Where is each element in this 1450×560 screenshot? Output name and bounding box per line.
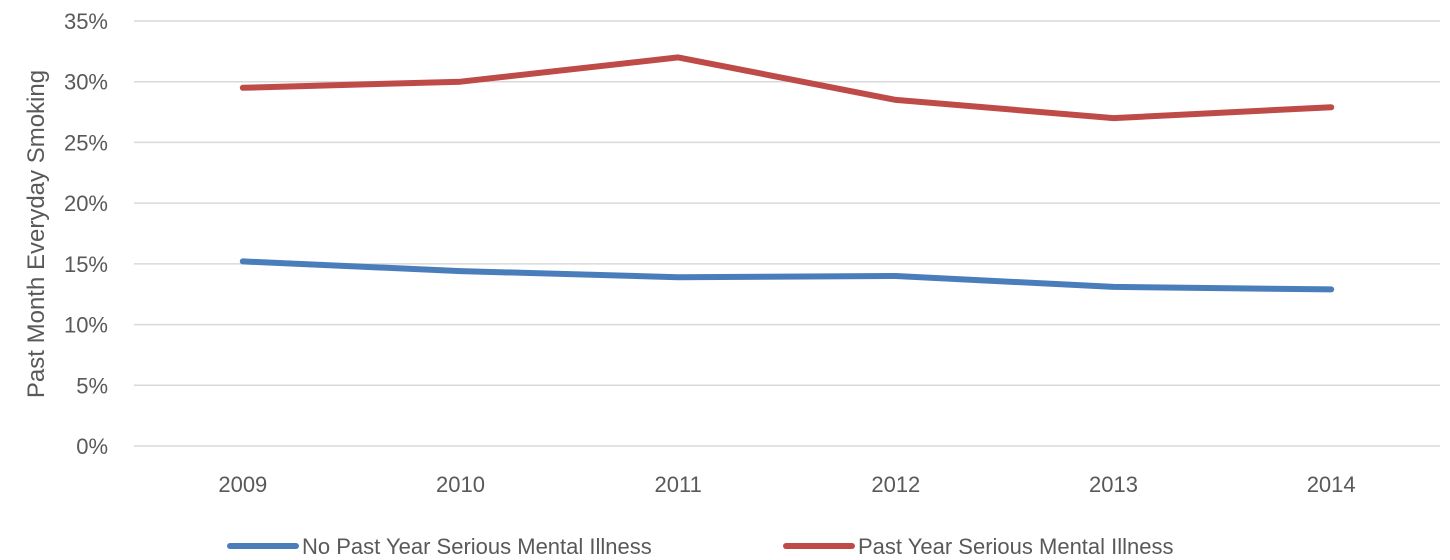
x-tick-label: 2012 [871,472,920,497]
series-line-1 [239,54,1335,122]
y-tick-label: 10% [64,313,108,338]
y-axis-ticks: 0% 5% 10% 15% 20% 25% 30% 35% [64,9,108,459]
legend-label: No Past Year Serious Mental Illness [302,534,652,559]
x-tick-label: 2013 [1089,472,1138,497]
x-tick-label: 2009 [218,472,267,497]
series-line-0 [239,258,1335,293]
x-axis-ticks: 2009 2010 2011 2012 2013 2014 [218,472,1355,497]
y-tick-label: 20% [64,191,108,216]
y-tick-label: 15% [64,252,108,277]
x-tick-label: 2010 [436,472,485,497]
x-tick-label: 2011 [655,472,702,497]
y-tick-label: 30% [64,70,108,95]
legend-label: Past Year Serious Mental Illness [858,534,1174,559]
y-tick-label: 0% [76,434,108,459]
legend: No Past Year Serious Mental Illness Past … [227,534,1174,559]
y-axis-title: Past Month Everyday Smoking [23,70,50,398]
y-tick-label: 25% [64,130,108,155]
series-lines [239,54,1335,293]
y-tick-label: 5% [76,373,108,398]
y-tick-label: 35% [64,9,108,34]
x-tick-label: 2014 [1307,472,1356,497]
